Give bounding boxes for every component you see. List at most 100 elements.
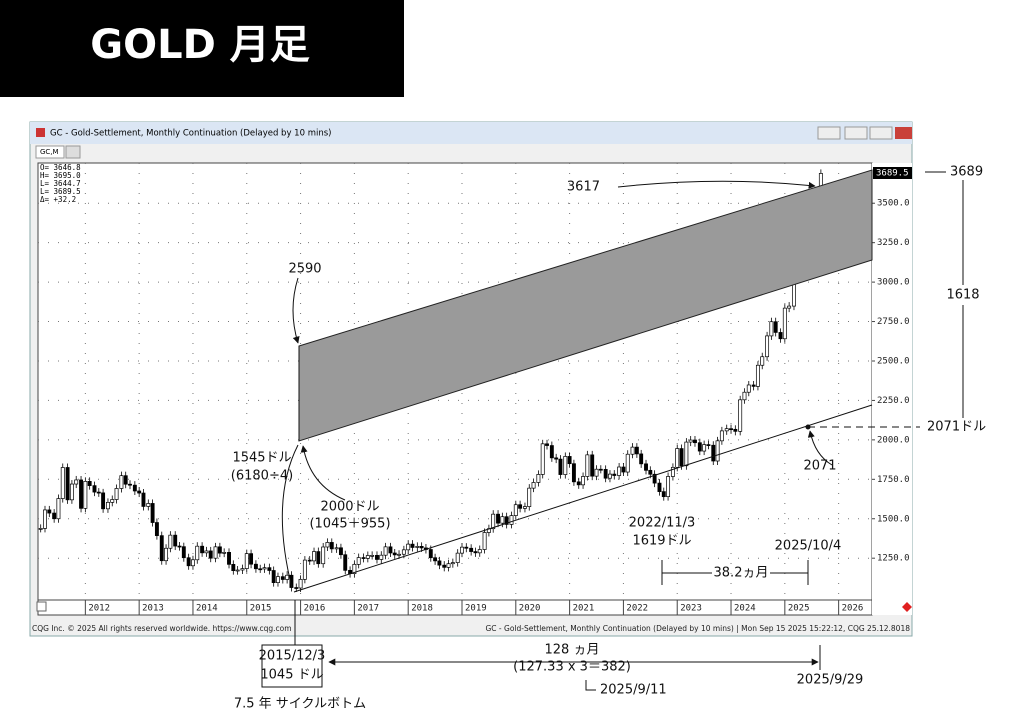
plot: 1250.0 1500.0 1750.0 2000.0 2250.0 2500.0 2750… bbox=[38, 163, 910, 615]
candle bbox=[415, 546, 420, 548]
arrow-3617 bbox=[617, 180, 816, 189]
candle bbox=[168, 534, 173, 549]
scroll-box[interactable] bbox=[36, 601, 47, 612]
candle bbox=[137, 490, 142, 494]
x-tick-label: 2025 bbox=[788, 604, 810, 614]
candle bbox=[231, 563, 236, 572]
page-title: GOLD 月足 bbox=[90, 22, 309, 68]
candle bbox=[329, 542, 334, 550]
candle bbox=[634, 446, 639, 455]
candle bbox=[244, 553, 249, 569]
candle bbox=[119, 475, 124, 489]
candle bbox=[60, 467, 65, 499]
trend-line bbox=[293, 404, 873, 593]
annotation-layer bbox=[261, 169, 964, 691]
footer-right: GC - Gold-Settlement, Monthly Continuati… bbox=[485, 624, 910, 633]
candle bbox=[460, 546, 464, 554]
candle bbox=[504, 516, 509, 525]
candle bbox=[132, 484, 137, 492]
candle bbox=[540, 443, 545, 475]
arrow-2590 bbox=[292, 277, 300, 344]
tab-add[interactable] bbox=[65, 145, 81, 159]
label-3617: 3617 bbox=[567, 180, 600, 195]
candle bbox=[496, 513, 500, 524]
candle bbox=[473, 551, 478, 554]
candle bbox=[773, 321, 778, 333]
candle bbox=[110, 499, 115, 503]
arrow-1545 bbox=[281, 444, 299, 589]
nav-marker bbox=[902, 602, 912, 612]
y-tick-label: 1250.0 bbox=[877, 554, 910, 564]
close-button[interactable] bbox=[895, 127, 912, 139]
candle bbox=[755, 364, 760, 387]
annotation-texts: 3617 2590 1545ドル (6180÷4) 2000ドル (1045＋9… bbox=[231, 165, 986, 712]
low-price: 1619ドル bbox=[632, 534, 691, 549]
candle bbox=[590, 454, 595, 477]
tab[interactable] bbox=[35, 145, 65, 159]
window-titlebar bbox=[30, 122, 912, 144]
candle bbox=[603, 469, 608, 479]
y-tick-label: 3000.0 bbox=[877, 278, 910, 288]
candle bbox=[433, 557, 438, 562]
x-tick-label: 2020 bbox=[519, 604, 541, 614]
y-tick-label: 2000.0 bbox=[877, 435, 910, 445]
x-tick-label: 2023 bbox=[680, 604, 702, 614]
candle bbox=[746, 384, 751, 393]
label-1545-calc: (6180÷4) bbox=[231, 469, 293, 484]
candle bbox=[491, 513, 496, 530]
label-2000-calc: (1045＋955) bbox=[309, 517, 390, 532]
candle bbox=[670, 466, 675, 477]
candle bbox=[352, 563, 357, 575]
date-929: 2025/9/29 bbox=[797, 673, 864, 688]
candle bbox=[338, 547, 343, 556]
candle bbox=[249, 553, 254, 565]
candle bbox=[715, 440, 720, 462]
candle bbox=[101, 492, 106, 510]
window-title: GC - Gold-Settlement, Monthly Continuati… bbox=[50, 129, 331, 139]
y-tick-label: 1750.0 bbox=[877, 475, 910, 485]
months-128: 128 ヵ月 bbox=[545, 643, 600, 658]
candle bbox=[276, 576, 280, 583]
corner-911 bbox=[585, 680, 596, 691]
candle bbox=[437, 560, 442, 566]
candle bbox=[271, 570, 276, 583]
minimize-button[interactable] bbox=[844, 126, 868, 140]
candle bbox=[760, 356, 765, 366]
candle bbox=[598, 468, 603, 471]
maximize-button[interactable] bbox=[869, 126, 893, 140]
candle bbox=[159, 535, 164, 562]
candle bbox=[302, 559, 307, 580]
candle bbox=[69, 483, 74, 501]
candle bbox=[536, 474, 541, 483]
candle bbox=[428, 549, 433, 559]
tab-label: GC,M bbox=[40, 148, 59, 156]
candle bbox=[571, 463, 576, 483]
candle bbox=[693, 439, 697, 444]
candle bbox=[644, 463, 648, 471]
candle bbox=[65, 467, 70, 501]
label-2000: 2000ドル bbox=[320, 500, 379, 515]
candle bbox=[388, 546, 393, 554]
y-tick-label: 2250.0 bbox=[877, 396, 910, 406]
candle bbox=[765, 335, 770, 358]
candle bbox=[361, 557, 366, 559]
candle bbox=[370, 555, 375, 557]
candle bbox=[742, 391, 747, 401]
candle bbox=[419, 546, 424, 549]
pin-button[interactable] bbox=[817, 126, 841, 140]
candle bbox=[782, 307, 787, 340]
candle bbox=[477, 549, 482, 554]
candle bbox=[410, 543, 415, 548]
footer-left: CQG Inc. © 2025 All rights reserved worl… bbox=[32, 624, 292, 633]
candle bbox=[383, 546, 388, 556]
candle bbox=[312, 551, 316, 562]
candle bbox=[397, 553, 401, 556]
y-tick-label: 2750.0 bbox=[877, 317, 910, 327]
x-tick-label: 2021 bbox=[573, 604, 595, 614]
candle bbox=[581, 476, 586, 486]
candle bbox=[79, 479, 83, 509]
candle bbox=[652, 473, 657, 484]
candle bbox=[531, 482, 536, 489]
candle bbox=[294, 587, 299, 589]
